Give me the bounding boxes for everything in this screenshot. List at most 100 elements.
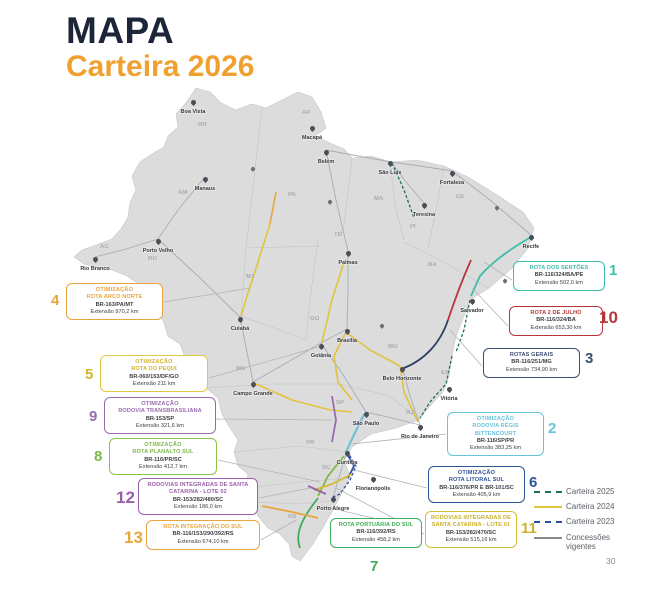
callout-road: BR-153/282/470/SC xyxy=(445,529,497,536)
legend-label: Carteira 2025 xyxy=(566,487,615,496)
callout-rotas-gerais: ROTAS GERAIS BR-116/251/MG Extensão 734,… xyxy=(483,348,580,378)
callout-regis-bittencourt: OTIMIZAÇÃO RODOVIA RÉGIS BITTENCOURT BR-… xyxy=(447,412,544,457)
callout-number-3: 3 xyxy=(585,350,594,367)
callout-extension: Extensão 458,2 km xyxy=(352,536,400,543)
page-number: 30 xyxy=(606,556,616,566)
callout-number-4: 4 xyxy=(51,292,60,309)
callout-sc-lote-02: RODOVIAS INTEGRADAS DE SANTA CATARINA - … xyxy=(138,478,258,516)
state-borders xyxy=(205,107,489,505)
callout-rota-dos-sertoes: ROTA DOS SERTÕES BR-116/324/BA/PE Extens… xyxy=(513,261,605,291)
callout-number-8: 8 xyxy=(94,448,103,465)
callout-extension: Extensão 734,90 km xyxy=(506,366,557,373)
callout-kicker: OTIMIZAÇÃO xyxy=(135,359,173,365)
callout-extension: Extensão 211 km xyxy=(132,380,176,387)
legend-label: Concessões vigentes xyxy=(566,532,611,551)
callout-kicker: OTIMIZAÇÃO xyxy=(457,470,496,476)
legend-line-swatch xyxy=(534,521,562,524)
callout-title: ROTA DO PEQUI xyxy=(131,366,177,373)
callout-number-2: 2 xyxy=(548,420,557,437)
callout-number-13: 13 xyxy=(124,528,143,547)
callout-road: BR-153/282/480/SC xyxy=(172,496,224,503)
callout-transbrasiliana: OTIMIZAÇÃO RODOVIA TRANSBRASILIANA BR-15… xyxy=(104,397,216,435)
callout-portuaria-do-sul: ROTA PORTUÁRIA DO SUL BR-116/392/RS Exte… xyxy=(330,518,422,548)
route-arco-norte xyxy=(269,191,277,225)
callout-title: ROTA INTEGRAÇÃO DO SUL xyxy=(163,524,243,530)
legend-line-swatch xyxy=(534,536,562,539)
callout-title: ROTA PORTUÁRIA DO SUL xyxy=(338,522,414,528)
callout-title: RODOVIAS INTEGRADAS DE SANTA CATARINA - … xyxy=(431,515,511,529)
callout-extension: Extensão 515,16 km xyxy=(445,536,497,543)
callout-number-10: 10 xyxy=(599,308,618,327)
legend-item-carteira-2024: Carteira 2024 xyxy=(534,502,628,511)
legend-item-concessoes-vigentes: Concessões vigentes xyxy=(534,533,628,551)
route-sc-lote-02 xyxy=(307,485,327,495)
route-rotas-gerais xyxy=(403,319,449,369)
callout-road: BR-116/376/PR E BR-101/SC xyxy=(439,484,514,491)
callout-rota-2-de-julho: ROTA 2 DE JULHO BR-116/324/BA Extensão 6… xyxy=(509,306,603,336)
callout-number-9: 9 xyxy=(89,408,98,425)
callout-title: RODOVIA RÉGIS BITTENCOURT xyxy=(472,423,519,437)
route-regis-bittencourt xyxy=(345,413,365,453)
callout-road: BR-116/324/BA/PE xyxy=(534,272,584,279)
slide-header: MAPA Carteira 2026 xyxy=(66,10,255,83)
callout-road: BR-116/PR/SC xyxy=(144,456,182,463)
route-rota-2-de-julho xyxy=(447,259,472,321)
callout-road: BR-060/153/DF/GO xyxy=(129,373,179,380)
callout-road: BR-116/324/BA xyxy=(536,317,576,324)
route-portuaria-do-sul xyxy=(297,497,319,549)
routes-carteira-2025 xyxy=(391,162,471,419)
callout-road: BR-153/SP xyxy=(145,415,175,422)
callout-planalto-sul: OTIMIZAÇÃO ROTA PLANALTO SUL BR-116/PR/S… xyxy=(109,438,217,476)
callout-extension: Extensão 321,6 km xyxy=(136,422,184,429)
callout-extension: Extensão 186,0 km xyxy=(174,503,222,510)
page-title: MAPA xyxy=(66,10,175,51)
callout-extension: Extensão 383,25 km xyxy=(470,445,521,452)
route-sc-lote-01 xyxy=(313,473,353,491)
callout-litoral-sul: OTIMIZAÇÃO ROTA LITORAL SUL BR-116/376/P… xyxy=(428,466,525,504)
page-subtitle: Carteira 2026 xyxy=(66,49,255,83)
callout-extension: Extensão 405,9 km xyxy=(452,491,501,498)
callout-title: ROTA 2 DE JULHO xyxy=(530,310,582,316)
routes-carteira-2024 xyxy=(240,223,419,423)
legend-line-swatch xyxy=(534,491,562,493)
callout-kicker: OTIMIZAÇÃO xyxy=(95,287,134,293)
callout-title: ROTA DOS SERTÕES xyxy=(529,265,589,271)
callout-number-6: 6 xyxy=(529,474,538,491)
callout-title: ROTA LITORAL SUL xyxy=(448,477,505,484)
callout-integracao-do-sul: ROTA INTEGRAÇÃO DO SUL BR-116/153/290/39… xyxy=(146,520,260,550)
legend-label: Carteira 2023 xyxy=(566,517,615,527)
legend-item-carteira-2023: Carteira 2023 xyxy=(534,517,628,526)
callout-road: BR-116/251/MG xyxy=(511,359,552,366)
callout-road: BR-116/SP/PR xyxy=(476,437,515,444)
callout-number-7: 7 xyxy=(370,558,379,575)
callout-road: BR-116/392/RS xyxy=(356,529,396,536)
legend-line-swatch xyxy=(534,506,562,509)
callout-extension: Extensão 674,10 km xyxy=(177,538,229,545)
legend-item-carteira-2025: Carteira 2025 xyxy=(534,487,628,496)
callout-title: RODOVIAS INTEGRADAS DE SANTA CATARINA - … xyxy=(147,482,249,496)
route-transbrasiliana xyxy=(331,395,337,443)
map-legend: Carteira 2025 Carteira 2024 Carteira 202… xyxy=(534,487,628,557)
legend-label: Carteira 2024 xyxy=(566,502,615,512)
callout-extension: Extensão 970,2 km xyxy=(90,308,139,315)
route-planalto-sul xyxy=(317,455,345,497)
callout-road: BR-116/153/290/392/RS xyxy=(172,531,234,538)
callout-kicker: OTIMIZAÇÃO xyxy=(144,442,182,448)
callout-kicker: OTIMIZAÇÃO xyxy=(476,416,515,422)
callout-title: ROTA ARCO NORTE xyxy=(86,294,143,301)
callout-extension: Extensão 412,7 km xyxy=(139,463,187,470)
callout-rota-do-pequi: OTIMIZAÇÃO ROTA DO PEQUI BR-060/153/DF/G… xyxy=(100,355,208,393)
callout-title: ROTAS GERAIS xyxy=(509,352,554,358)
callout-road: BR-163/PA/MT xyxy=(95,301,134,308)
callout-title: RODOVIA TRANSBRASILIANA xyxy=(118,408,202,415)
callout-number-12: 12 xyxy=(116,488,135,507)
callout-kicker: OTIMIZAÇÃO xyxy=(141,401,179,407)
callout-number-11: 11 xyxy=(521,520,537,537)
callout-extension: Extensão 502,0 km xyxy=(535,279,583,286)
route-rota-dos-sertoes xyxy=(470,236,532,297)
callout-arco-norte: OTIMIZAÇÃO ROTA ARCO NORTE BR-163/PA/MT … xyxy=(66,283,163,321)
callout-number-1: 1 xyxy=(609,262,618,279)
callout-sc-lote-01: RODOVIAS INTEGRADAS DE SANTA CATARINA - … xyxy=(425,511,517,549)
